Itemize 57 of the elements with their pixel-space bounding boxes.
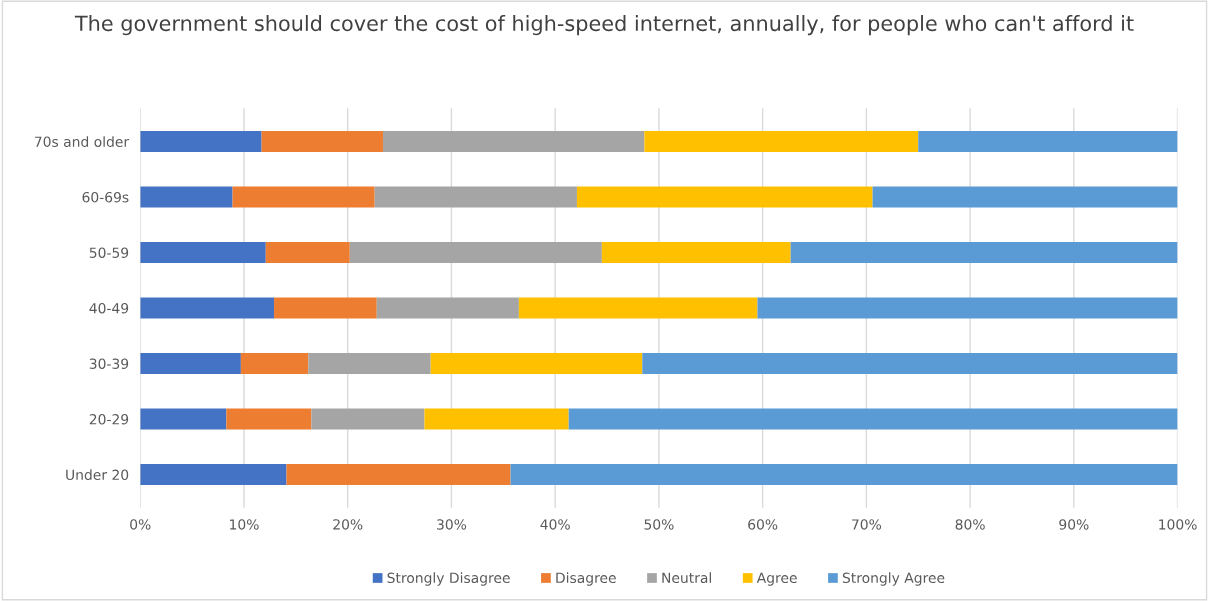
x-tick-label: 90% xyxy=(1059,519,1089,530)
bar xyxy=(424,408,569,430)
bar xyxy=(140,186,233,208)
bar xyxy=(140,130,262,153)
y-tick-label: 40-49 xyxy=(89,302,129,314)
bar xyxy=(286,463,511,486)
x-tick-label: 50% xyxy=(644,519,674,530)
bar xyxy=(644,130,919,153)
x-tick-label: 40% xyxy=(540,519,570,530)
bar xyxy=(576,186,873,208)
legend-label: Strongly Agree xyxy=(842,572,945,586)
y-tick-label: 20-29 xyxy=(89,414,129,425)
x-tick-label: 60% xyxy=(748,519,778,530)
bar xyxy=(349,241,602,264)
bar xyxy=(601,241,791,264)
x-tick-label: 100% xyxy=(1159,519,1197,530)
bar xyxy=(918,130,1178,153)
bar xyxy=(311,408,425,430)
y-tick-label: Under 20 xyxy=(66,469,129,481)
bar xyxy=(140,297,275,319)
bar xyxy=(374,186,577,208)
bar xyxy=(510,463,1178,486)
bar xyxy=(140,352,241,375)
bar xyxy=(872,186,1178,208)
chart-title: The government should cover the cost of high-speed internet, annually, for people who can't afford it xyxy=(74,15,1134,36)
bar xyxy=(274,297,377,319)
bar xyxy=(265,241,350,264)
bar xyxy=(308,352,431,375)
x-tick-label: 10% xyxy=(230,519,259,530)
bar xyxy=(430,352,643,375)
bar xyxy=(376,297,519,319)
x-tick-label: 0% xyxy=(130,519,151,530)
bar xyxy=(790,241,1178,264)
bar xyxy=(642,352,1178,375)
bar xyxy=(568,408,1178,430)
y-tick-label: 60-69s xyxy=(82,191,129,203)
bar xyxy=(140,241,266,264)
bar xyxy=(240,352,309,375)
bar xyxy=(226,408,312,430)
x-tick-label: 30% xyxy=(437,519,467,530)
y-tick-label: 30-39 xyxy=(89,358,129,369)
x-tick-label: 20% xyxy=(333,519,363,530)
legend-label: Disagree xyxy=(556,572,616,586)
y-tick-label: 50-59 xyxy=(89,247,129,258)
legend-label: Agree xyxy=(756,572,797,586)
bar xyxy=(232,186,375,208)
bar xyxy=(757,297,1178,319)
bar xyxy=(518,297,758,319)
legend-label: Neutral xyxy=(662,572,711,584)
bar xyxy=(140,408,227,430)
x-tick-label: 80% xyxy=(955,519,985,530)
bar xyxy=(261,130,383,153)
x-tick-label: 70% xyxy=(852,519,882,530)
bar xyxy=(382,130,645,153)
legend-label: Strongly Disagree xyxy=(387,572,510,586)
bar xyxy=(140,463,287,486)
y-tick-label: 70s and older xyxy=(34,136,130,147)
